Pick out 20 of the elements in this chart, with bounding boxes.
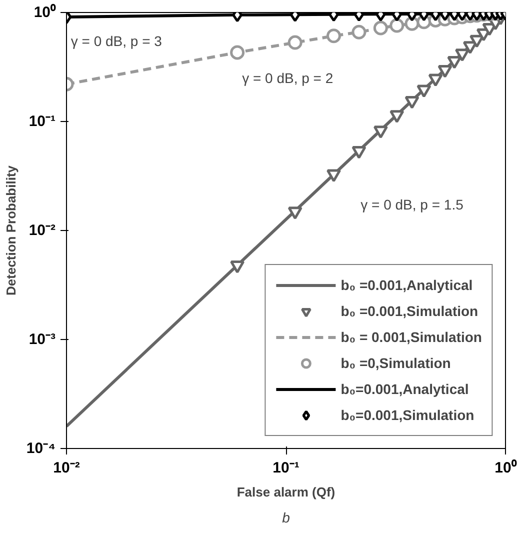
legend-label: b₀ =0.001,Analytical [340,277,473,293]
legend-label: b₀ =0.001,Simulation [340,303,478,319]
annotation: γ = 0 dB, p = 1.5 [360,196,464,212]
annotation: γ = 0 dB, p = 2 [242,70,334,86]
y-tick-label: 10⁻¹ [28,113,56,130]
x-axis-title: False alarm (Qf) [236,484,336,500]
legend-label: b₀=0.001,Simulation [340,407,474,423]
y-tick-label: 10⁻² [28,222,56,239]
legend-label: b₀ = 0.001,Simulation [340,329,482,345]
x-tick-label: 10⁰ [494,458,518,476]
annotation: γ = 0 dB, p = 3 [70,32,162,49]
y-tick-label: 10⁰ [34,3,56,21]
legend-label: b₀=0.001,Analytical [340,381,469,397]
legend-label: b₀ =0,Simulation [340,355,451,371]
x-tick-label: 10⁻² [53,460,80,476]
y-tick-label: 10⁻⁴ [26,440,56,457]
y-axis-title: Detection Probability [3,164,18,296]
y-tick-label: 10⁻³ [28,331,56,348]
text: b [282,510,290,526]
x-tick-label: 10⁻¹ [272,460,300,476]
